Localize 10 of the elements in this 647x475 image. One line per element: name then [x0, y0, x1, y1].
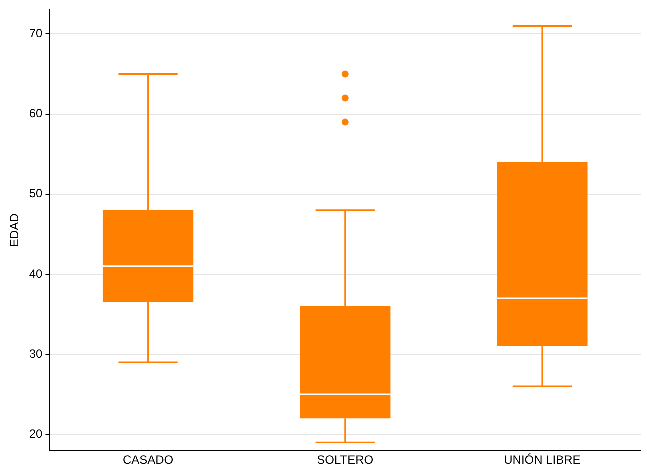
y-tick-label: 30: [29, 346, 44, 361]
y-tick-label: 20: [29, 426, 44, 441]
x-tick-label: CASADO: [122, 453, 174, 468]
y-axis-title: EDAD: [8, 213, 22, 248]
x-tick-label: UNIÓN LIBRE: [504, 453, 581, 468]
y-tick-label: 40: [29, 266, 44, 281]
y-tick-label: 60: [29, 106, 44, 121]
x-tick-label: SOLTERO: [317, 453, 374, 468]
y-tick-label: 50: [29, 186, 44, 201]
y-tick-label: 70: [29, 26, 44, 41]
